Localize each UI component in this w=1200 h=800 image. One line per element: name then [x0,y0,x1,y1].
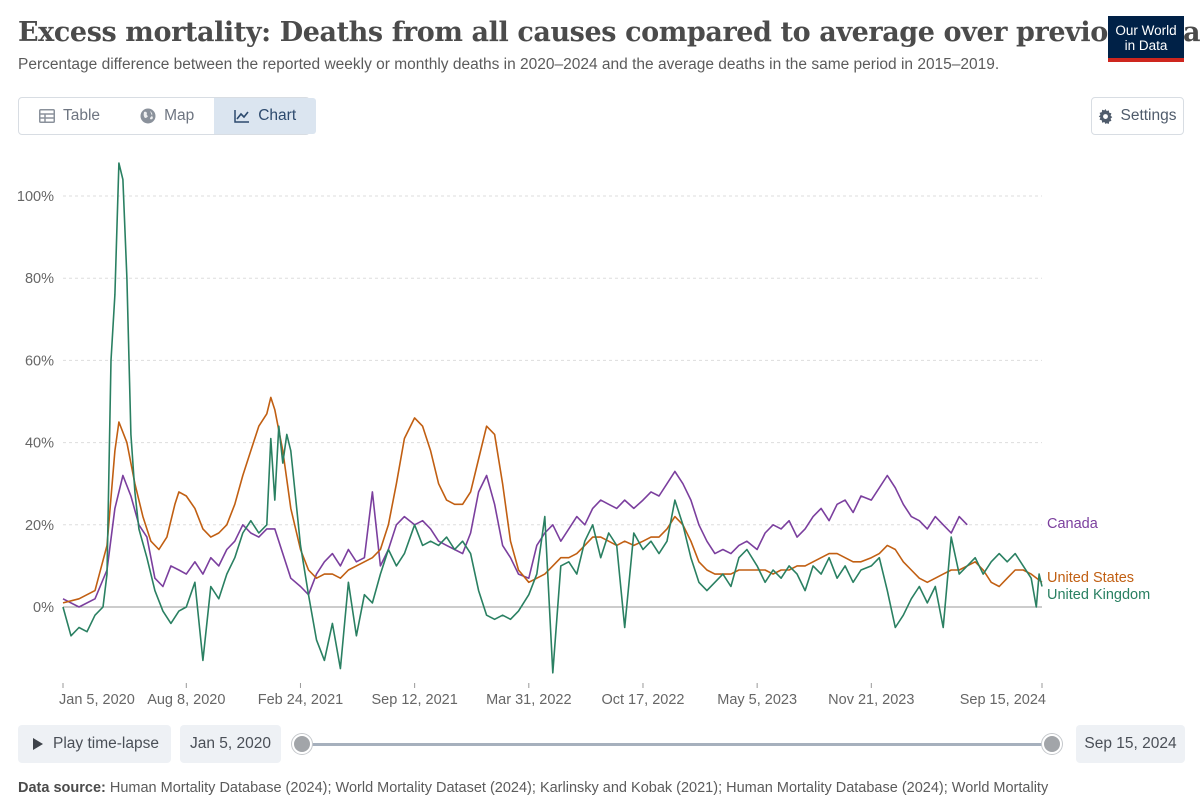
timeline-start-date[interactable]: Jan 5, 2020 [180,725,281,763]
tab-map[interactable]: Map [120,98,214,134]
x-tick-label: Mar 31, 2022 [486,692,571,708]
timeline-slider-track[interactable] [302,743,1052,746]
series-line-canada [62,470,968,608]
x-tick-label: May 5, 2023 [717,692,797,708]
line-chart: 0% 20% 40% 60% 80% 100% Jan 5, 2020 Aug 8, 2020… [17,162,1150,708]
x-tick-label: Jan 5, 2020 [59,692,135,708]
chart-subtitle: Percentage difference between the report… [18,56,1000,73]
series-label-united-states: United States [1047,570,1134,586]
gear-icon [1099,108,1113,124]
timeline-end-date[interactable]: Sep 15, 2024 [1076,725,1185,763]
timeline-end-handle[interactable] [1042,734,1062,754]
settings-button[interactable]: Settings [1091,97,1184,135]
series-line-united-kingdom [62,162,1043,674]
x-tick-label: Sep 15, 2024 [960,692,1046,708]
play-icon [33,738,43,750]
timeline-start-handle[interactable] [292,734,312,754]
table-icon [39,109,55,123]
y-tick-label: 20% [25,518,54,534]
data-source-label: Data source: [18,780,106,796]
tab-chart[interactable]: Chart [214,98,317,134]
y-tick-label: 40% [25,436,54,452]
x-tick-label: Aug 8, 2020 [147,692,225,708]
data-source-text: Human Mortality Database (2024); World M… [109,780,1049,796]
y-tick-label: 60% [25,353,54,369]
series-label-canada: Canada [1047,516,1099,532]
x-tick-label: Oct 17, 2022 [601,692,684,708]
owid-logo[interactable]: Our World in Data [1108,16,1184,62]
series-label-united-kingdom: United Kingdom [1047,587,1150,603]
play-timelapse-button[interactable]: Play time-lapse [18,725,171,763]
y-tick-label: 0% [33,600,54,616]
logo-line-1: Our World [1115,23,1177,38]
series-line-united-states [62,396,1043,604]
settings-label: Settings [1120,107,1177,124]
line-chart-icon [234,110,250,123]
tab-chart-label: Chart [258,107,297,124]
x-tick-label: Sep 12, 2021 [372,692,458,708]
data-source: Data source: Human Mortality Database (2… [18,780,1048,796]
x-tick-label: Feb 24, 2021 [258,692,343,708]
logo-line-2: in Data [1124,38,1168,53]
view-tabs: Table Map Chart [18,97,317,135]
chart-title: Excess mortality: Deaths from all causes… [18,17,1200,48]
tab-table-label: Table [63,107,101,124]
y-tick-label: 80% [25,271,54,287]
y-tick-label: 100% [17,189,54,205]
globe-icon [140,108,156,124]
play-label: Play time-lapse [53,735,159,752]
tab-map-label: Map [164,107,195,124]
tab-table[interactable]: Table [19,98,120,134]
x-tick-label: Nov 21, 2023 [828,692,914,708]
